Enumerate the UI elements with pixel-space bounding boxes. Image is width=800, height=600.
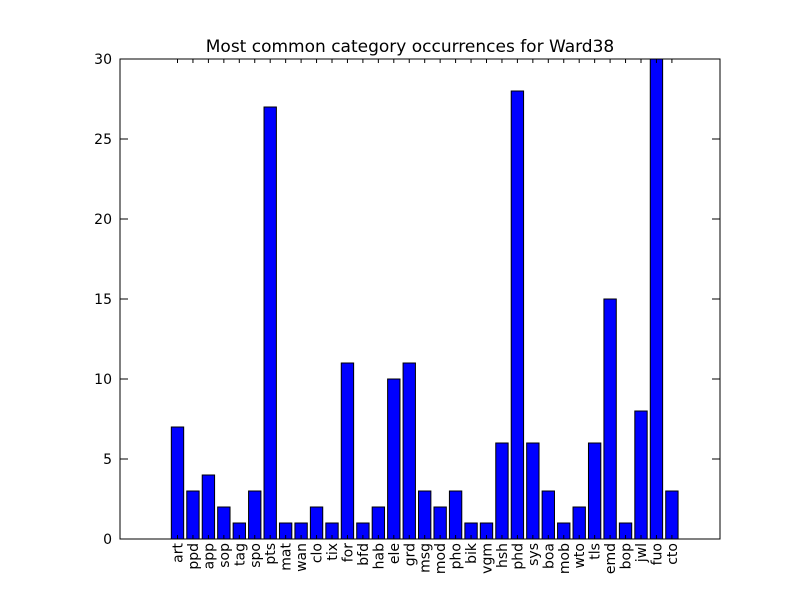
- bar-ppd: [186, 490, 200, 540]
- x-tick-label: hsh: [495, 543, 511, 568]
- x-tick-label: msg: [418, 543, 434, 573]
- x-tick-label: app: [201, 543, 217, 569]
- bar-emd: [603, 298, 617, 540]
- x-tick-label: sys: [526, 543, 542, 566]
- bar-hsh: [495, 442, 509, 540]
- x-tick-label: sop: [217, 543, 233, 568]
- y-tick-label: 10: [94, 372, 112, 388]
- bar-wto: [572, 506, 586, 540]
- y-tick-label: 5: [103, 452, 112, 468]
- x-tick-label: ppd: [186, 543, 202, 570]
- x-tick-label: mob: [557, 543, 573, 574]
- y-tick-label: 30: [94, 52, 112, 68]
- bar-for: [340, 362, 355, 540]
- x-tick-label: fuo: [649, 543, 665, 565]
- bar-mod: [433, 506, 447, 540]
- bar-fuo: [649, 58, 664, 540]
- x-tick-label: phd: [510, 543, 526, 570]
- plot-frame: [119, 58, 721, 540]
- x-tick-label: bop: [619, 543, 635, 569]
- x-tick-label: pho: [449, 543, 465, 569]
- x-tick-label: art: [171, 542, 187, 562]
- bar-clo: [309, 506, 324, 540]
- x-tick-label: clo: [310, 543, 326, 563]
- x-tick-label: spo: [248, 543, 264, 568]
- chart-title: Most common category occurrences for War…: [206, 37, 614, 57]
- bar-cto: [665, 490, 679, 540]
- x-tick-label: tix: [325, 543, 341, 561]
- x-tick-label: vgm: [480, 543, 496, 574]
- bar-sop: [217, 506, 231, 540]
- y-tick-label: 25: [94, 132, 112, 148]
- bar-phd: [510, 90, 525, 540]
- x-tick-label: mod: [433, 543, 449, 574]
- y-axis: 0 5 10 15 20 25 30: [94, 52, 720, 548]
- bar-pts: [263, 106, 277, 540]
- x-axis: art ppd app sop tag spo pts mat wan clo tix for bfd h…: [171, 59, 681, 574]
- x-tick-label: boa: [541, 543, 557, 569]
- bar-boa: [541, 490, 555, 540]
- x-tick-label: tag: [232, 543, 248, 566]
- x-tick-label: cto: [665, 543, 681, 565]
- y-tick-label: 15: [94, 292, 112, 308]
- x-tick-label: for: [340, 543, 356, 562]
- bar-jwl: [634, 410, 648, 540]
- x-tick-label: ele: [387, 543, 403, 564]
- x-tick-label: emd: [603, 543, 619, 574]
- x-tick-label: mat: [279, 543, 295, 571]
- bar-pho: [448, 490, 463, 540]
- bar-art: [170, 426, 185, 540]
- bar-ele: [387, 378, 401, 540]
- x-tick-label: hab: [371, 543, 387, 569]
- y-tick-label: 20: [94, 212, 112, 228]
- bars-group: [170, 58, 679, 540]
- x-tick-label: wan: [294, 543, 310, 572]
- x-tick-label: bik: [464, 542, 480, 564]
- y-tick-label: 0: [103, 532, 112, 548]
- x-tick-label: tls: [588, 543, 604, 560]
- bar-sys: [526, 442, 540, 540]
- x-tick-label: pts: [263, 543, 279, 565]
- bar-tls: [587, 442, 602, 540]
- bar-hab: [371, 506, 386, 540]
- x-tick-label: wto: [572, 543, 588, 569]
- bar-app: [201, 474, 216, 540]
- bar-msg: [418, 490, 432, 540]
- x-tick-label: bfd: [356, 543, 372, 566]
- x-tick-label: grd: [402, 543, 418, 566]
- x-tick-label: jwl: [634, 543, 650, 563]
- bar-spo: [248, 490, 262, 540]
- bar-grd: [402, 362, 416, 540]
